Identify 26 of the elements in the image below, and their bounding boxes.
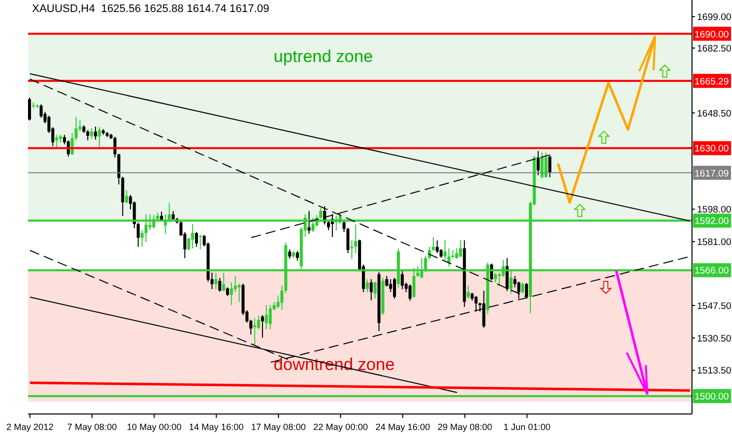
y-tick-label: 1513.50 bbox=[697, 366, 732, 377]
x-tick-label: 2 May 2012 bbox=[6, 422, 54, 432]
y-tick-label: 1581.00 bbox=[697, 236, 732, 248]
ref-line-label: 1630.00 bbox=[694, 144, 729, 155]
x-tick-label: 1 Jun 01:00 bbox=[503, 422, 550, 432]
y-tick-label: 1598.00 bbox=[697, 204, 732, 216]
band-label: uptrend zone bbox=[274, 46, 373, 66]
y-tick-label: 1530.50 bbox=[697, 333, 732, 344]
y-tick-label: 1648.50 bbox=[697, 108, 732, 120]
ref-line-label: 1566.00 bbox=[694, 266, 729, 277]
x-tick-label: 17 May 08:00 bbox=[251, 422, 306, 432]
y-tick-label: 1699.00 bbox=[697, 12, 732, 23]
x-tick-label: 24 May 16:00 bbox=[375, 422, 430, 432]
ref-line-label: 1500.00 bbox=[694, 392, 729, 403]
x-tick-label: 29 May 08:00 bbox=[438, 422, 492, 432]
ref-line-label: 1665.29 bbox=[694, 76, 729, 88]
x-tick-label: 14 May 16:00 bbox=[189, 422, 244, 432]
ref-line-label: 1592.00 bbox=[694, 216, 729, 228]
ref-line-label: 1617.09 bbox=[694, 168, 729, 180]
x-tick-label: 22 May 00:00 bbox=[313, 422, 368, 432]
x-tick-label: 10 May 00:00 bbox=[126, 422, 182, 432]
x-tick-label: 7 May 08:00 bbox=[67, 422, 117, 432]
y-tick-label: 1547.50 bbox=[697, 300, 732, 312]
chart-title: XAUUSD,H4 1625.56 1625.88 1614.74 1617.09 bbox=[32, 3, 270, 15]
y-tick-label: 1682.50 bbox=[697, 43, 732, 54]
ref-line-label: 1690.00 bbox=[694, 29, 729, 40]
